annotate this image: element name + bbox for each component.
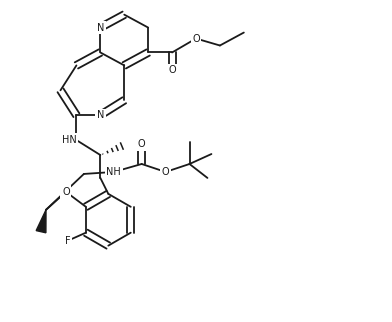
- Text: O: O: [168, 65, 176, 75]
- Text: F: F: [65, 236, 71, 246]
- Polygon shape: [36, 210, 46, 233]
- Text: O: O: [62, 187, 70, 197]
- Text: O: O: [162, 167, 169, 177]
- Text: O: O: [192, 33, 200, 43]
- Text: O: O: [138, 139, 145, 149]
- Text: N: N: [97, 110, 104, 120]
- Text: HN: HN: [62, 135, 76, 145]
- Text: NH: NH: [106, 167, 121, 177]
- Text: N: N: [97, 23, 104, 33]
